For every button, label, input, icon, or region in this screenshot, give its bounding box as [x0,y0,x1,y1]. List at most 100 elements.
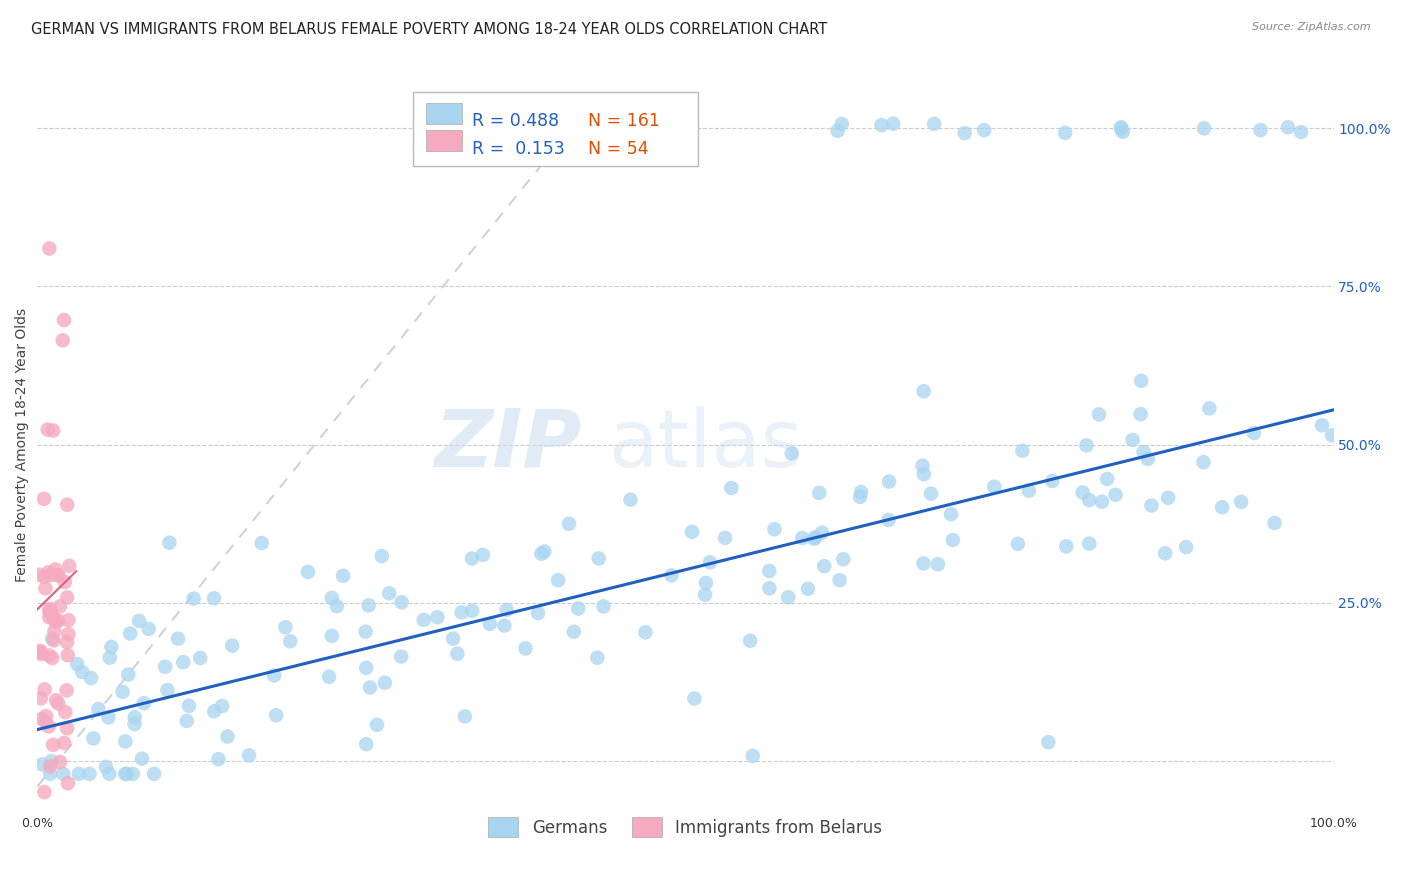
Point [849,490,872,504]
Point [699,555,721,569]
Point [34,785,56,799]
Point [758,564,780,578]
Point [32,570,55,584]
Point [912,557,935,571]
Point [39,605,62,619]
Point [1277,120,1299,135]
Point [461,604,484,618]
Point [42,633,65,648]
Point [56,591,79,605]
Point [98,767,121,781]
Point [70,665,93,679]
Point [38,610,60,624]
Point [48,568,70,582]
Point [211,698,233,713]
Point [683,691,706,706]
Point [45,693,67,707]
Point [128,614,150,628]
Point [877,475,900,489]
Point [98,650,121,665]
Point [1175,540,1198,554]
Point [1198,401,1220,416]
Point [318,670,340,684]
Point [681,524,703,539]
Point [527,606,550,620]
Point [53,313,76,327]
Point [693,588,716,602]
Point [1109,120,1132,135]
Point [1088,408,1111,422]
Point [37,566,59,580]
Point [124,717,146,731]
Point [567,601,589,615]
Point [1243,425,1265,440]
Point [562,624,585,639]
Point [592,599,614,614]
Point [1007,537,1029,551]
Text: GERMAN VS IMMIGRANTS FROM BELARUS FEMALE POVERTY AMONG 18-24 YEAR OLDS CORRELATI: GERMAN VS IMMIGRANTS FROM BELARUS FEMALE… [31,22,827,37]
Point [619,492,641,507]
Point [922,117,945,131]
Point [58,558,80,573]
Point [44,562,66,576]
Point [1076,438,1098,452]
Point [41,754,63,768]
Point [780,446,803,460]
Point [156,683,179,698]
Point [912,467,935,482]
Point [31,757,53,772]
Point [1230,495,1253,509]
Point [1132,445,1154,459]
Point [391,595,413,609]
Point [973,123,995,137]
Point [1310,418,1333,433]
Point [1136,452,1159,467]
Point [153,660,176,674]
Point [359,681,381,695]
Point [882,117,904,131]
Point [131,752,153,766]
Point [920,486,942,500]
Point [274,620,297,634]
Point [1130,374,1153,388]
Point [49,599,72,614]
Point [1071,485,1094,500]
Point [202,704,225,718]
Point [1104,488,1126,502]
Y-axis label: Female Poverty Among 18-24 Year Olds: Female Poverty Among 18-24 Year Olds [15,308,30,582]
Point [912,384,935,399]
Point [831,117,853,131]
Point [38,719,60,733]
Point [797,582,820,596]
Point [1091,494,1114,508]
Point [927,558,949,572]
Point [811,525,834,540]
Point [58,613,80,627]
Point [100,640,122,654]
Point [53,705,76,719]
Text: N = 54: N = 54 [588,140,648,158]
Point [221,639,243,653]
Point [877,513,900,527]
Point [30,644,52,658]
Point [1140,499,1163,513]
Point [278,634,301,648]
Point [1129,407,1152,421]
Point [56,776,79,790]
Point [803,532,825,546]
Point [1154,546,1177,560]
Point [37,423,59,437]
Point [714,531,737,545]
Point [758,582,780,596]
Point [56,498,79,512]
Point [371,549,394,563]
Point [132,696,155,710]
Point [114,734,136,748]
Point [38,602,60,616]
Point [354,737,377,751]
Point [42,424,65,438]
Point [67,767,90,781]
Point [115,767,138,781]
Point [450,606,472,620]
Point [1122,433,1144,447]
